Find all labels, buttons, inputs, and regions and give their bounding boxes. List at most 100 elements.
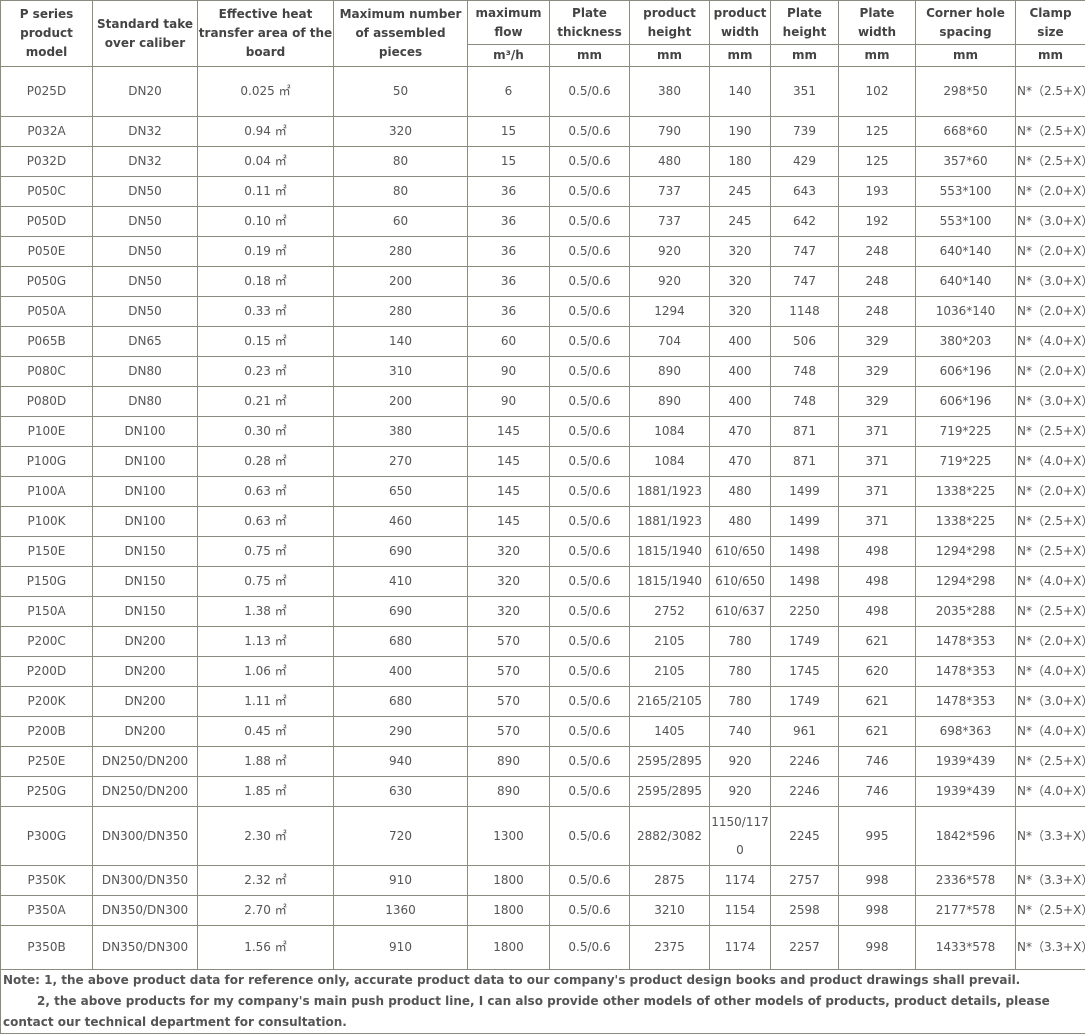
table-cell: DN80 — [93, 387, 198, 417]
table-cell: N*（3.0+X） — [1016, 267, 1085, 297]
table-cell: 320 — [468, 567, 550, 597]
table-cell: 180 — [710, 147, 771, 177]
column-header: Standard take over caliber — [93, 1, 198, 67]
column-header: Maximum number of assembled pieces — [334, 1, 468, 67]
table-cell: P050D — [1, 207, 93, 237]
table-cell: 371 — [839, 507, 916, 537]
table-cell: 1800 — [468, 896, 550, 926]
table-cell: N*（3.0+X） — [1016, 387, 1085, 417]
column-unit: mm — [771, 45, 839, 67]
table-cell: 2875 — [630, 866, 710, 896]
table-cell: N*（2.5+X） — [1016, 147, 1085, 177]
table-cell: 719*225 — [916, 417, 1016, 447]
table-cell: 0.5/0.6 — [550, 417, 630, 447]
note-2: 2, the above products for my company's m… — [3, 991, 1083, 1033]
table-cell: 1881/1923 — [630, 477, 710, 507]
table-cell: DN32 — [93, 147, 198, 177]
notes-row: Note: 1, the above product data for refe… — [1, 970, 1085, 1034]
table-cell: 60 — [468, 327, 550, 357]
table-cell: 995 — [839, 807, 916, 866]
table-cell: 737 — [630, 177, 710, 207]
table-cell: 125 — [839, 117, 916, 147]
table-cell: DN100 — [93, 417, 198, 447]
column-unit: m³/h — [468, 45, 550, 67]
table-cell: P032D — [1, 147, 93, 177]
table-cell: 642 — [771, 207, 839, 237]
table-cell: 1148 — [771, 297, 839, 327]
table-cell: 1498 — [771, 567, 839, 597]
table-cell: 248 — [839, 297, 916, 327]
table-cell: 690 — [334, 537, 468, 567]
table-cell: 0.5/0.6 — [550, 807, 630, 866]
table-cell: 2598 — [771, 896, 839, 926]
table-cell: 1084 — [630, 417, 710, 447]
table-cell: 1939*439 — [916, 777, 1016, 807]
table-cell: DN50 — [93, 177, 198, 207]
table-cell: DN32 — [93, 117, 198, 147]
table-cell: 0.5/0.6 — [550, 747, 630, 777]
table-cell: 1150/1170 — [710, 807, 771, 866]
table-cell: 1338*225 — [916, 477, 1016, 507]
table-cell: 746 — [839, 777, 916, 807]
table-cell: DN100 — [93, 477, 198, 507]
table-cell: 2105 — [630, 657, 710, 687]
table-cell: 380*203 — [916, 327, 1016, 357]
table-cell: DN50 — [93, 297, 198, 327]
table-cell: 1294*298 — [916, 537, 1016, 567]
table-cell: 371 — [839, 417, 916, 447]
table-cell: N*（2.0+X） — [1016, 477, 1085, 507]
table-cell: 719*225 — [916, 447, 1016, 477]
column-header: Corner hole spacing — [916, 1, 1016, 45]
table-cell: 1815/1940 — [630, 567, 710, 597]
table-cell: 0.63 ㎡ — [198, 507, 334, 537]
table-cell: N*（2.5+X） — [1016, 417, 1085, 447]
column-unit: mm — [630, 45, 710, 67]
table-cell: 0.11 ㎡ — [198, 177, 334, 207]
table-cell: 0.15 ㎡ — [198, 327, 334, 357]
column-unit: mm — [710, 45, 771, 67]
table-cell: 2177*578 — [916, 896, 1016, 926]
table-cell: 1300 — [468, 807, 550, 866]
table-cell: 0.5/0.6 — [550, 926, 630, 970]
table-cell: 1433*578 — [916, 926, 1016, 970]
table-cell: 248 — [839, 267, 916, 297]
table-cell: 1174 — [710, 926, 771, 970]
table-cell: P300G — [1, 807, 93, 866]
table-cell: 1.06 ㎡ — [198, 657, 334, 687]
table-cell: 698*363 — [916, 717, 1016, 747]
table-cell: 2105 — [630, 627, 710, 657]
table-cell: 320 — [710, 267, 771, 297]
table-cell: DN100 — [93, 447, 198, 477]
table-cell: 2.70 ㎡ — [198, 896, 334, 926]
table-cell: DN350/DN300 — [93, 896, 198, 926]
table-cell: 0.5/0.6 — [550, 267, 630, 297]
table-cell: DN350/DN300 — [93, 926, 198, 970]
table-cell: N*（4.0+X） — [1016, 327, 1085, 357]
table-cell: 737 — [630, 207, 710, 237]
table-cell: 690 — [334, 597, 468, 627]
table-cell: 1745 — [771, 657, 839, 687]
table-cell: N*（3.0+X） — [1016, 687, 1085, 717]
table-cell: 920 — [630, 267, 710, 297]
table-cell: P200C — [1, 627, 93, 657]
table-cell: 790 — [630, 117, 710, 147]
table-cell: 610/650 — [710, 537, 771, 567]
table-cell: 498 — [839, 567, 916, 597]
table-cell: 1800 — [468, 866, 550, 896]
table-cell: 0.5/0.6 — [550, 387, 630, 417]
table-cell: 2245 — [771, 807, 839, 866]
table-cell: 0.5/0.6 — [550, 537, 630, 567]
table-cell: 36 — [468, 267, 550, 297]
table-cell: 0.5/0.6 — [550, 237, 630, 267]
table-cell: P050G — [1, 267, 93, 297]
column-header: Plate width — [839, 1, 916, 45]
table-cell: 15 — [468, 117, 550, 147]
table-cell: 0.75 ㎡ — [198, 537, 334, 567]
table-cell: 0.5/0.6 — [550, 477, 630, 507]
table-cell: 1499 — [771, 507, 839, 537]
table-cell: 1842*596 — [916, 807, 1016, 866]
table-cell: P350K — [1, 866, 93, 896]
